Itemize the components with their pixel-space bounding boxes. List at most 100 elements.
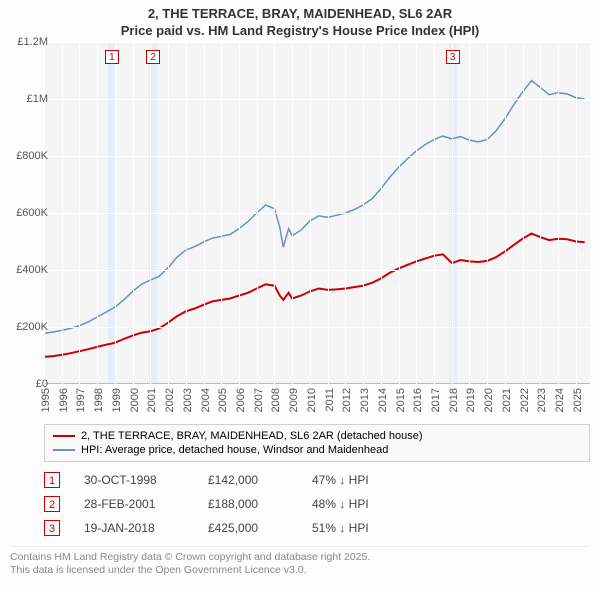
gridline-vertical [399,42,400,384]
gridline-vertical [328,42,329,384]
tx-row-3: 3 19-JAN-2018 £425,000 51% ↓ HPI [44,516,590,540]
title-block: 2, THE TERRACE, BRAY, MAIDENHEAD, SL6 2A… [0,0,600,42]
legend-label-hpi: HPI: Average price, detached house, Wind… [81,444,388,456]
gridline-vertical [133,42,134,384]
x-tick-label: 2007 [253,388,265,412]
x-tick-label: 2010 [306,388,318,412]
x-tick-label: 2008 [270,388,282,412]
series-line-hpi [44,80,585,333]
y-tick-label: £0 [8,378,48,390]
tx-badge-2: 2 [44,496,60,512]
gridline-horizontal [44,270,590,271]
y-tick-label: £600K [8,207,48,219]
x-tick-label: 2003 [182,388,194,412]
x-tick-label: 1999 [111,388,123,412]
gridline-horizontal [44,213,590,214]
gridline-vertical [523,42,524,384]
gridline-vertical [487,42,488,384]
tx-price-2: £188,000 [208,497,288,511]
footer-attribution: Contains HM Land Registry data © Crown c… [10,546,590,578]
title-line-1: 2, THE TERRACE, BRAY, MAIDENHEAD, SL6 2A… [0,6,600,23]
legend-swatch-hpi [53,449,75,451]
gridline-vertical [310,42,311,384]
tx-price-3: £425,000 [208,521,288,535]
gridline-vertical [416,42,417,384]
x-tick-label: 2020 [483,388,495,412]
gridline-horizontal [44,156,590,157]
tx-price-1: £142,000 [208,473,288,487]
gridline-vertical [505,42,506,384]
gridline-vertical [62,42,63,384]
x-tick-label: 1998 [93,388,105,412]
gridline-vertical [239,42,240,384]
x-tick-label: 2019 [465,388,477,412]
gridline-vertical [221,42,222,384]
x-tick-label: 2001 [146,388,158,412]
transactions-table: 1 30-OCT-1998 £142,000 47% ↓ HPI 2 28-FE… [44,468,590,540]
tx-date-1: 30-OCT-1998 [84,473,184,487]
gridline-vertical [540,42,541,384]
gridline-vertical [168,42,169,384]
x-tick-label: 2009 [288,388,300,412]
legend-label-property: 2, THE TERRACE, BRAY, MAIDENHEAD, SL6 2A… [81,430,423,442]
gridline-vertical [257,42,258,384]
title-line-2: Price paid vs. HM Land Registry's House … [0,23,600,40]
gridline-vertical [363,42,364,384]
x-tick-label: 2022 [519,388,531,412]
gridline-vertical [452,42,453,384]
legend: 2, THE TERRACE, BRAY, MAIDENHEAD, SL6 2A… [44,424,590,462]
x-tick-label: 2012 [341,388,353,412]
gridline-horizontal [44,327,590,328]
x-tick-label: 2023 [536,388,548,412]
gridline-vertical [204,42,205,384]
gridline-vertical [150,42,151,384]
x-tick-label: 2021 [501,388,513,412]
gridline-vertical [292,42,293,384]
x-tick-label: 2004 [200,388,212,412]
tx-marker-box: 1 [105,50,119,64]
x-tick-label: 2017 [430,388,442,412]
x-tick-label: 2002 [164,388,176,412]
x-tick-label: 2016 [412,388,424,412]
gridline-vertical [79,42,80,384]
gridline-vertical [558,42,559,384]
tx-row-1: 1 30-OCT-1998 £142,000 47% ↓ HPI [44,468,590,492]
tx-badge-1: 1 [44,472,60,488]
footer-line-2: This data is licensed under the Open Gov… [10,564,590,578]
tx-badge-3: 3 [44,520,60,536]
x-tick-label: 1995 [40,388,52,412]
gridline-vertical [274,42,275,384]
y-tick-label: £1M [8,93,48,105]
gridline-vertical [434,42,435,384]
x-tick-label: 2013 [359,388,371,412]
x-tick-label: 1996 [58,388,70,412]
x-axis-ticks: 1995199619971998199920002001200220032004… [44,384,590,418]
tx-pct-2: 48% ↓ HPI [312,497,392,511]
y-tick-label: £400K [8,264,48,276]
y-tick-label: £1.2M [8,36,48,48]
series-line-property [44,233,585,356]
gridline-vertical [115,42,116,384]
footer-line-1: Contains HM Land Registry data © Crown c… [10,551,590,565]
gridline-horizontal [44,99,590,100]
x-tick-label: 2014 [377,388,389,412]
x-tick-label: 2024 [554,388,566,412]
tx-row-2: 2 28-FEB-2001 £188,000 48% ↓ HPI [44,492,590,516]
x-tick-label: 2015 [395,388,407,412]
chart-plot-area: 1 2 3 [44,42,590,384]
gridline-vertical [469,42,470,384]
x-tick-label: 1997 [75,388,87,412]
legend-row-property: 2, THE TERRACE, BRAY, MAIDENHEAD, SL6 2A… [53,429,581,443]
gridline-vertical [186,42,187,384]
x-tick-label: 2018 [448,388,460,412]
tx-marker-box: 3 [446,50,460,64]
x-tick-label: 2000 [129,388,141,412]
tx-pct-1: 47% ↓ HPI [312,473,392,487]
tx-marker-box: 2 [146,50,160,64]
chart-container: 2, THE TERRACE, BRAY, MAIDENHEAD, SL6 2A… [0,0,600,590]
y-tick-label: £200K [8,321,48,333]
legend-swatch-property [53,435,75,437]
gridline-vertical [97,42,98,384]
gridline-vertical [381,42,382,384]
gridline-vertical [576,42,577,384]
